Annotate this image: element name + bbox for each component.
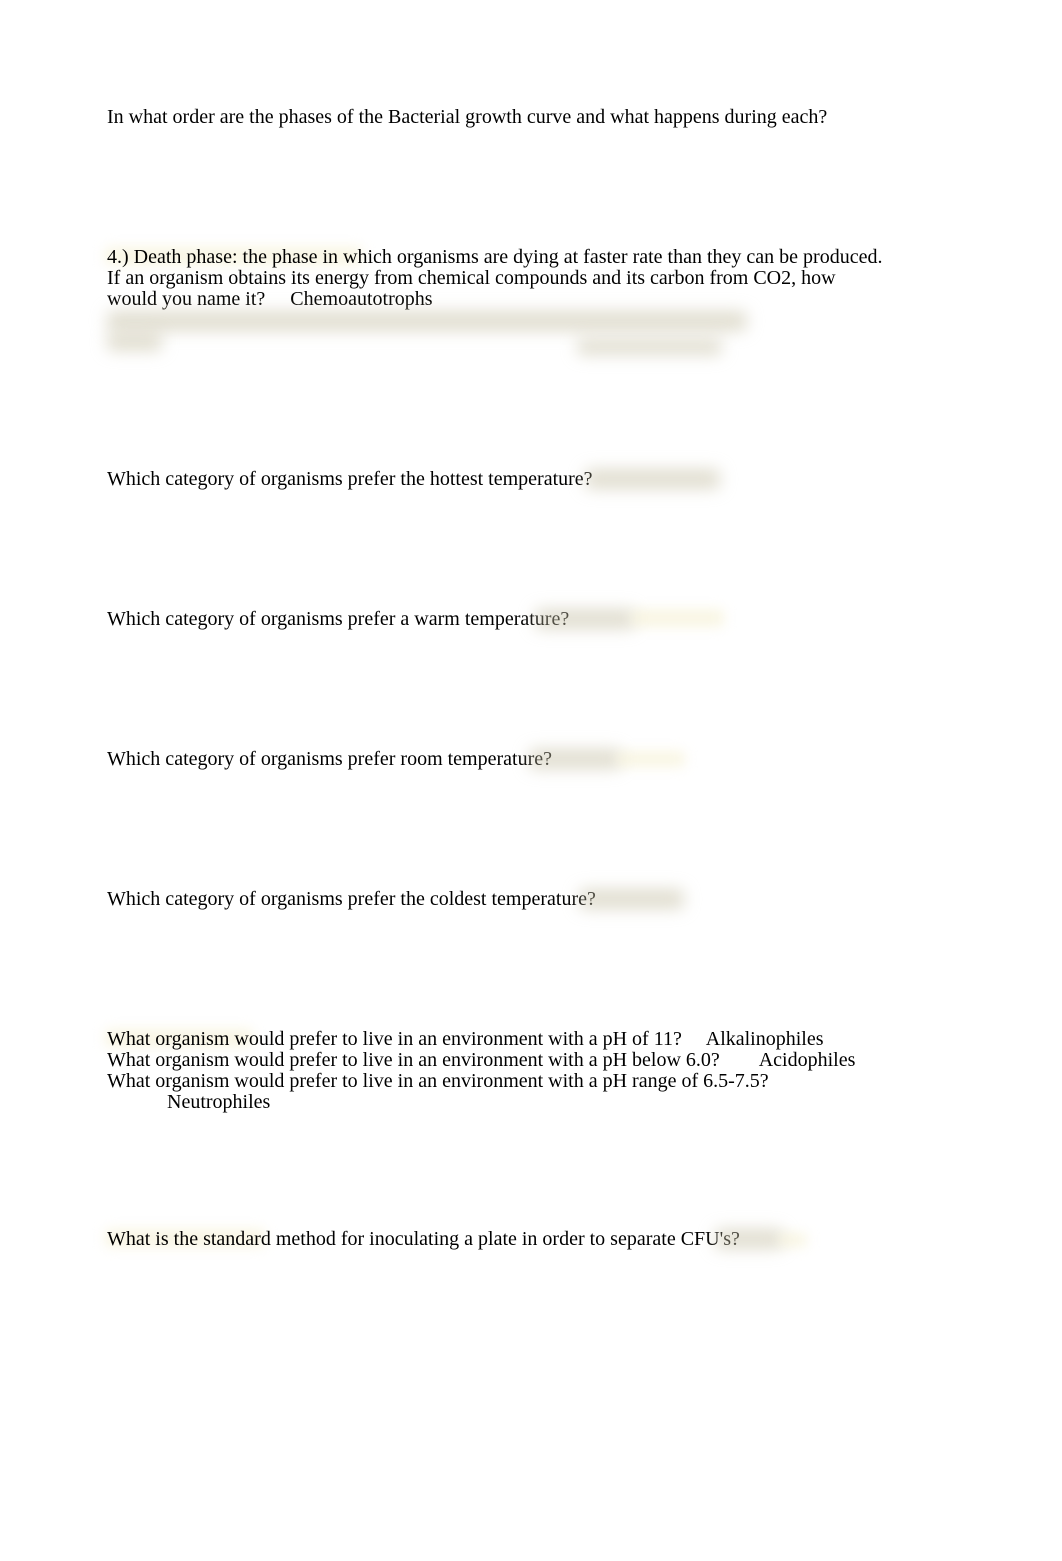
answer-neutrophiles: Neutrophiles	[107, 1092, 897, 1113]
blurred-answer-room	[529, 749, 621, 769]
blurred-answer-coldest	[579, 889, 684, 909]
question-growth-curve: In what order are the phases of the Bact…	[107, 107, 897, 128]
question-ph6: What organism would prefer to live in an…	[107, 1050, 897, 1071]
chemoautotrophs-line1: If an organism obtains its energy from c…	[107, 268, 897, 289]
question-hottest-temp: Which category of organisms prefer the h…	[107, 469, 897, 490]
blurred-answer-warm	[535, 609, 635, 629]
question-ph65-75: What organism would prefer to live in an…	[107, 1071, 897, 1092]
question-coldest-temp: Which category of organisms prefer the c…	[107, 889, 897, 910]
blurred-hidden-line	[107, 311, 747, 331]
highlight-overlay-inoculating-tail	[779, 1233, 807, 1247]
blurred-hidden-fragment-right	[577, 339, 722, 355]
blurred-answer-inoculating	[715, 1229, 783, 1249]
death-phase-text: 4.) Death phase: the phase in which orga…	[107, 247, 897, 268]
blurred-hidden-fragment	[107, 333, 162, 351]
question-room-temp: Which category of organisms prefer room …	[107, 749, 897, 770]
highlight-overlay-warm	[632, 609, 724, 627]
question-ph11: What organism would prefer to live in an…	[107, 1029, 897, 1050]
chemoautotrophs-line2: would you name it? Chemoautotrophs	[107, 289, 897, 310]
highlight-overlay-room	[617, 751, 685, 767]
blurred-answer-hottest	[585, 469, 720, 489]
question-warm-temp: Which category of organisms prefer a war…	[107, 609, 897, 630]
